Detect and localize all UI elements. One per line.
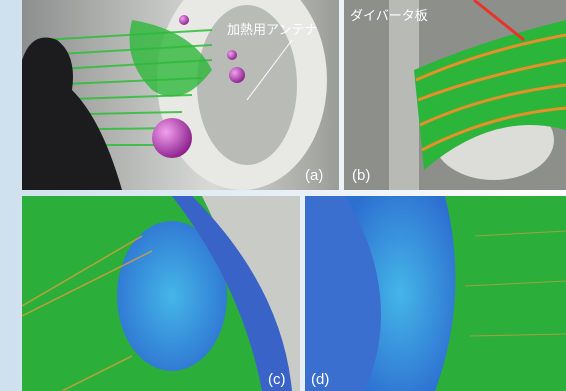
panel-label: (c) xyxy=(268,371,286,388)
annotation: 加熱用アンテナ xyxy=(227,23,317,38)
panel-d: (d) xyxy=(305,196,566,391)
panel-b: ダイバータ板 (b) xyxy=(344,0,566,190)
panel-label: (d) xyxy=(311,371,329,388)
panel-label: (a) xyxy=(305,167,323,184)
panel-a: 加熱用アンテナ (a) xyxy=(22,0,339,190)
annotation: ダイバータ板 xyxy=(350,9,428,24)
panel-c: (c) xyxy=(22,196,300,391)
panel-label: (b) xyxy=(352,167,370,184)
figure: 加熱用アンテナ (a) ダイバータ板 (b) (c) xyxy=(0,0,566,391)
